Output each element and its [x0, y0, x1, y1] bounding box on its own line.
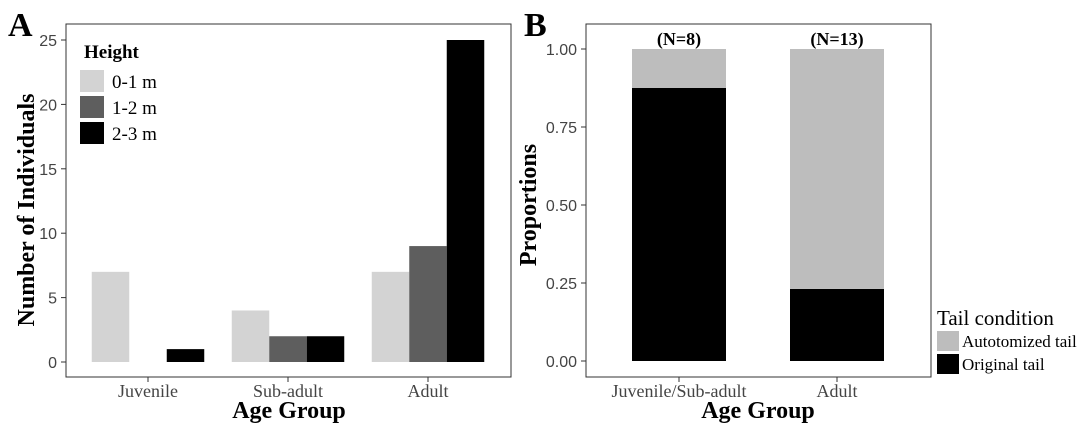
panel-b-y-tick-label: 0.00: [546, 354, 577, 371]
panel-a-legend: Height 0-1 m 1-2 m 2-3 m: [80, 42, 157, 145]
panel-b-y-axis: 0.00 0.25 0.50 0.75 1.00: [546, 42, 586, 371]
panel-b-plot-frame: [585, 23, 932, 378]
panel-a-y-tick-label: 0: [48, 355, 57, 372]
panel-b-legend: Tail condition Autotomized tail Original…: [937, 306, 1077, 374]
panel-a-y-tick-label: 5: [48, 291, 57, 308]
panel-b: B 0.00 0.25 0.50 0.75 1.00 (N=8) (N=13) Juven…: [516, 7, 1077, 424]
legend-swatch-1-2m: [80, 96, 104, 118]
panel-a-x-tick-label: Adult: [407, 381, 448, 401]
panel-b-legend-title: Tail condition: [937, 306, 1054, 330]
panel-b-x-tick-label: Juvenile/Sub-adult: [612, 381, 747, 401]
bar-sub-adult-1-2m: [269, 336, 307, 362]
bar-adult-autotomized-tail: [790, 49, 884, 289]
panel-a-letter: A: [8, 7, 33, 44]
panel-b-y-tick-label: 0.75: [546, 120, 577, 137]
panel-a: A 0 5 10 15 20 25 Juvenile Sub-adult Adult Age …: [8, 7, 512, 424]
legend-label-autotomized-tail: Autotomized tail: [962, 332, 1077, 351]
panel-b-y-tick-label: 0.50: [546, 198, 577, 215]
bar-adult-1-2m: [409, 246, 447, 362]
legend-swatch-0-1m: [80, 70, 104, 92]
bar-count-annotation: (N=8): [657, 29, 701, 50]
panel-a-y-axis: 0 5 10 15 20 25: [39, 33, 66, 372]
legend-swatch-2-3m: [80, 122, 104, 144]
bar-juvenile-subadult-original-tail: [632, 88, 726, 361]
panel-a-x-axis: Juvenile Sub-adult Adult: [118, 377, 449, 401]
panel-a-x-tick-label: Sub-adult: [253, 381, 323, 401]
panel-a-bars: [91, 40, 485, 362]
legend-label-original-tail: Original tail: [962, 355, 1045, 374]
panel-a-y-tick-label: 15: [39, 162, 57, 179]
legend-label-2-3m: 2-3 m: [112, 124, 157, 145]
panel-b-x-tick-label: Adult: [816, 381, 857, 401]
panel-a-y-tick-label: 20: [39, 97, 57, 114]
panel-a-y-axis-title: Number of Individuals: [14, 94, 40, 327]
panel-a-x-tick-label: Juvenile: [118, 381, 178, 401]
panel-b-y-tick-label: 0.25: [546, 276, 577, 293]
panel-a-y-tick-label: 25: [39, 33, 57, 50]
panel-a-legend-title: Height: [84, 42, 140, 63]
panel-b-y-axis-title: Proportions: [516, 144, 542, 266]
panel-b-bars: (N=8) (N=13): [632, 29, 884, 361]
bar-adult-2-3m: [446, 40, 485, 362]
legend-swatch-original-tail: [937, 354, 959, 374]
panel-b-letter: B: [524, 7, 547, 44]
panel-a-x-axis-title: Age Group: [232, 398, 346, 424]
bar-sub-adult-0-1m: [231, 310, 270, 362]
panel-a-y-tick-label: 10: [39, 226, 57, 243]
legend-label-0-1m: 0-1 m: [112, 72, 157, 93]
bar-juvenile-0-1m: [91, 271, 130, 362]
legend-label-1-2m: 1-2 m: [112, 98, 157, 119]
bar-juvenile-2-3m: [166, 349, 205, 362]
bar-juvenile-subadult-autotomized-tail: [632, 49, 726, 88]
panel-b-x-axis: Juvenile/Sub-adult Adult: [612, 377, 858, 401]
legend-swatch-autotomized-tail: [937, 331, 959, 351]
panel-b-x-axis-title: Age Group: [701, 398, 815, 424]
panel-b-y-tick-label: 1.00: [546, 42, 577, 59]
bar-sub-adult-2-3m: [306, 336, 345, 362]
bar-adult-original-tail: [790, 288, 884, 361]
bar-count-annotation: (N=13): [810, 29, 863, 50]
bar-adult-0-1m: [371, 271, 410, 362]
